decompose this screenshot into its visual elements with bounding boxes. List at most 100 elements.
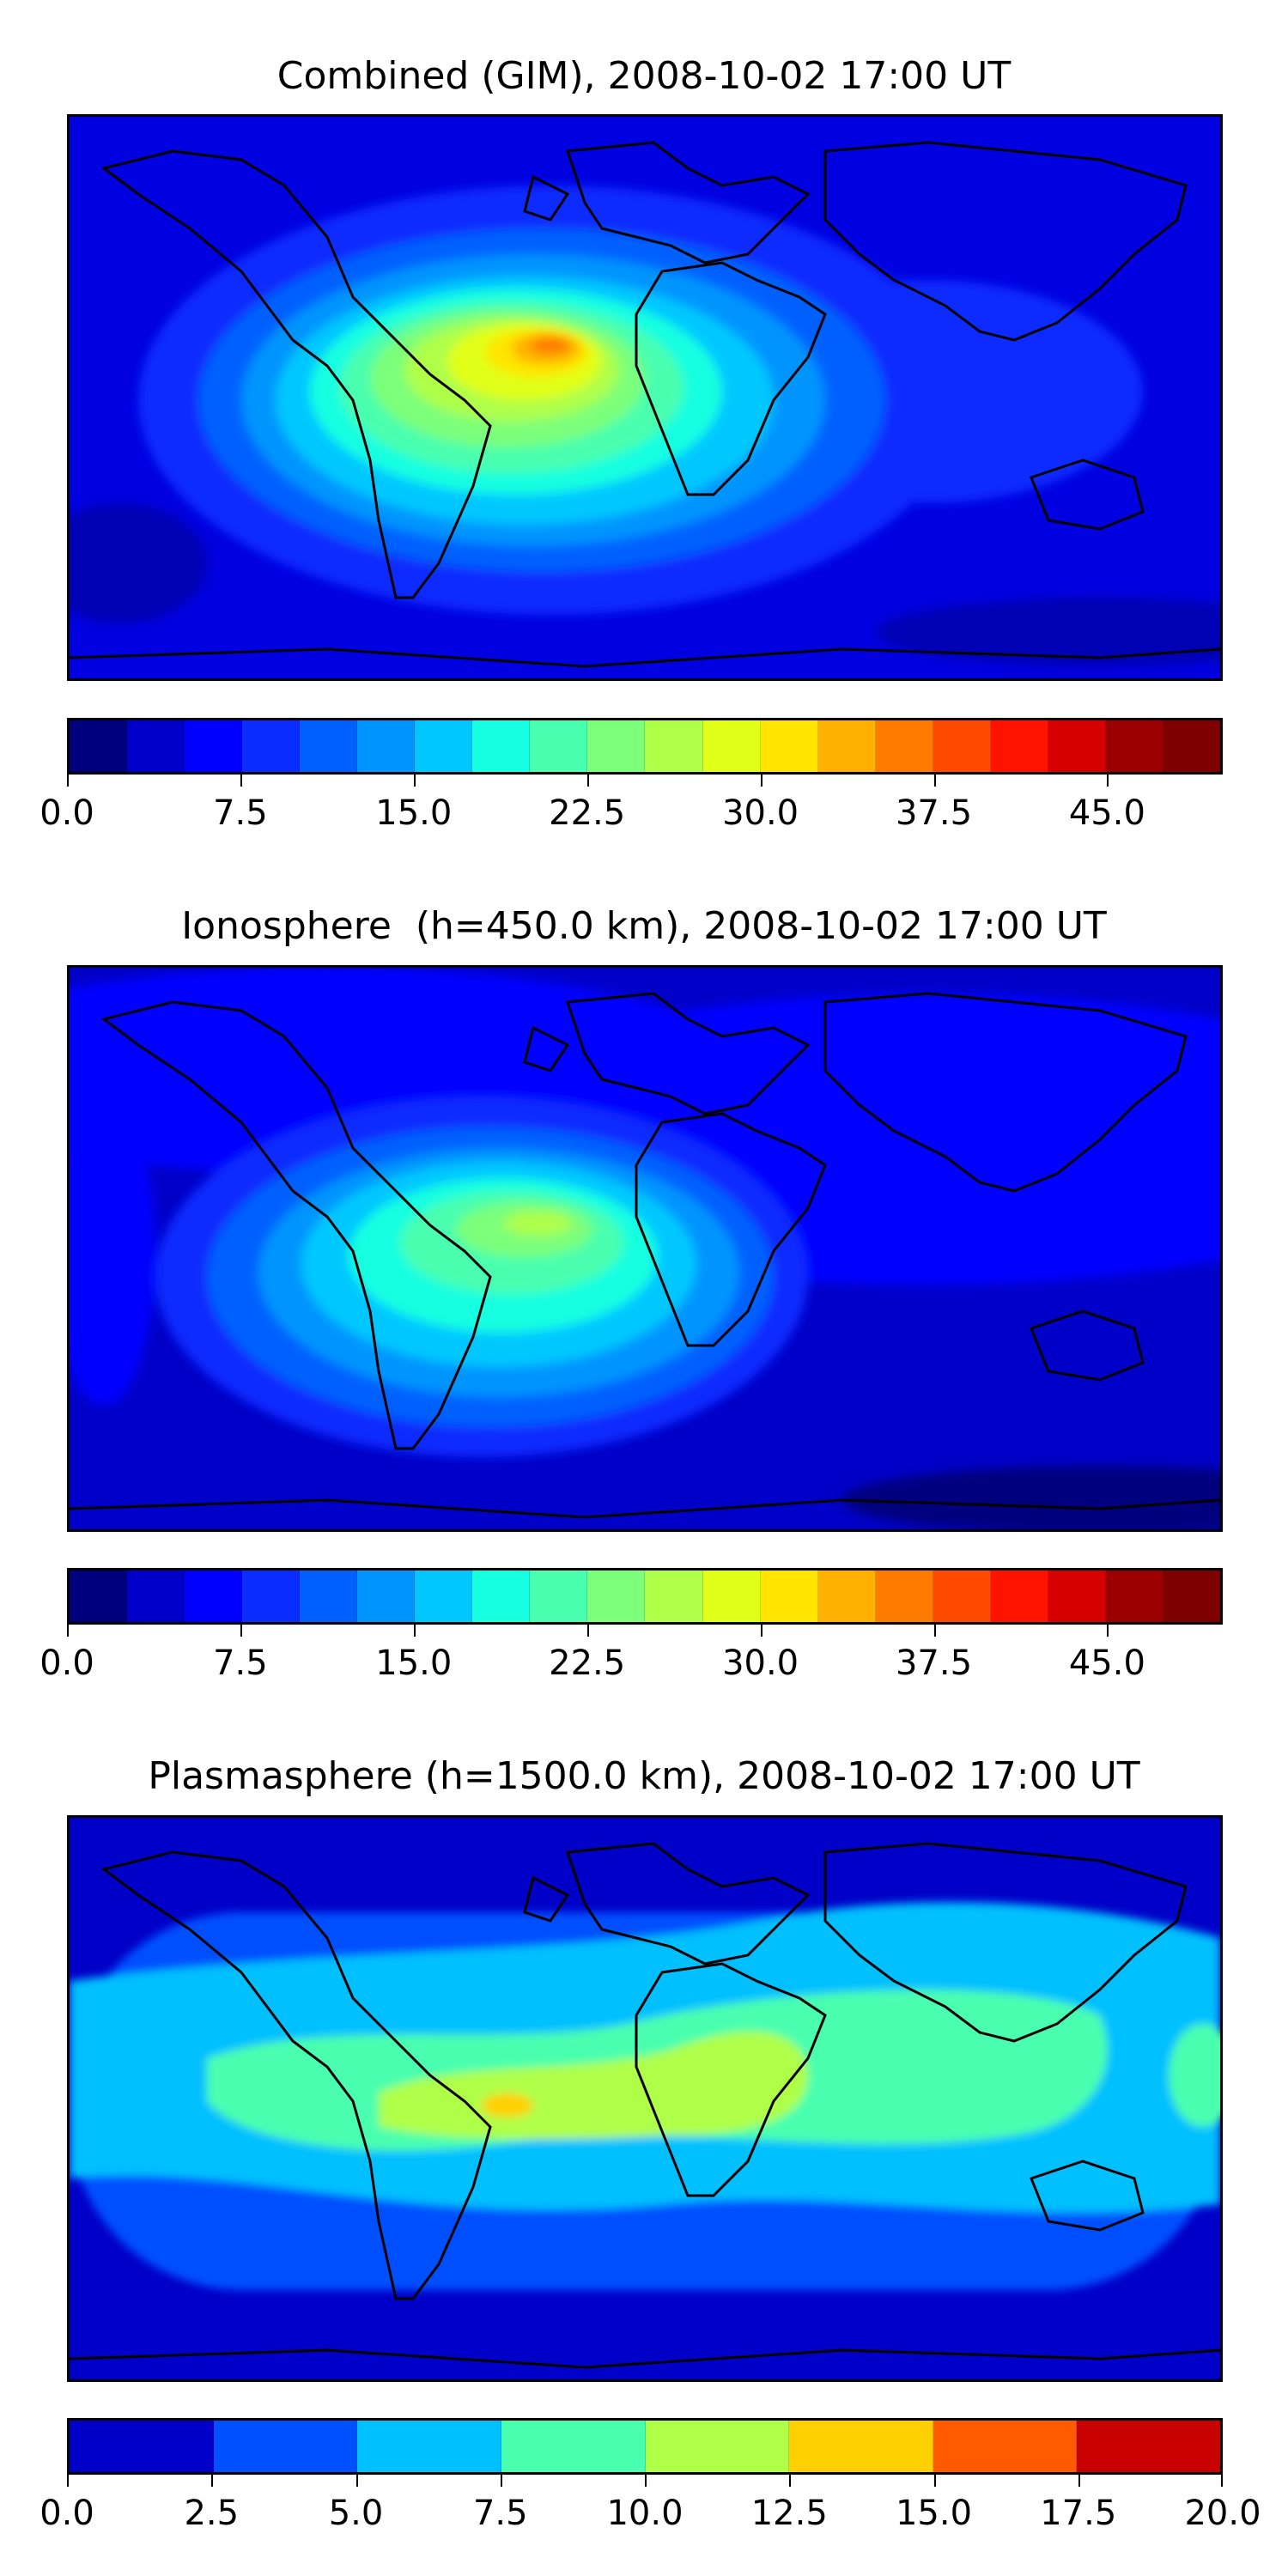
colorbar-segment	[1048, 1571, 1106, 1622]
colorbar-segment	[760, 1571, 818, 1622]
map-plasmasphere	[67, 1815, 1223, 2382]
colorbar-tick-label: 0.0	[39, 2494, 94, 2533]
colorbar-segment	[933, 2421, 1078, 2472]
colorbar-segment	[933, 1571, 991, 1622]
colorbar-tick	[67, 2475, 69, 2487]
colorbar-combined	[67, 718, 1223, 775]
colorbar-segment	[1105, 1571, 1163, 1622]
colorbar-tick	[1107, 1625, 1109, 1637]
colorbar-tick	[645, 2475, 647, 2487]
colorbar-segment	[645, 2421, 790, 2472]
tec-map-plasmasphere	[70, 1818, 1220, 2379]
colorbar-tick-label: 30.0	[722, 793, 799, 833]
colorbar-plasmasphere	[67, 2418, 1223, 2475]
colorbar-tick	[760, 775, 762, 787]
colorbar-segment	[760, 720, 818, 772]
colorbar-segment	[415, 720, 473, 772]
colorbar-segment	[875, 1571, 933, 1622]
colorbar-tick-label: 0.0	[39, 1643, 94, 1683]
colorbar-segment	[1048, 720, 1106, 772]
colorbar-segment	[242, 1571, 301, 1622]
colorbar-segment	[817, 1571, 876, 1622]
colorbar-tick	[760, 1625, 762, 1637]
colorbar-tick-label: 0.0	[39, 793, 94, 833]
colorbar-segment	[990, 1571, 1048, 1622]
colorbar-segment	[300, 720, 358, 772]
colorbar-segment	[702, 720, 761, 772]
colorbar-tick-label: 10.0	[606, 2494, 683, 2533]
colorbar-segment	[127, 720, 185, 772]
colorbar-segment	[415, 1571, 473, 1622]
tec-map-ionosphere	[70, 968, 1220, 1529]
colorbar-tick	[240, 1625, 242, 1637]
colorbar-segment	[300, 1571, 358, 1622]
colorbar-segment	[1077, 2421, 1220, 2472]
colorbar-tick-label: 37.5	[895, 1643, 973, 1683]
map-combined	[67, 114, 1223, 681]
colorbar-segment	[530, 720, 588, 772]
colorbar-segment	[501, 2421, 646, 2472]
colorbar-tick-label: 37.5	[895, 793, 973, 833]
colorbar-ticks-ionosphere: 0.0 7.5 15.0 22.5 30.0 37.5 45.0	[39, 1625, 1223, 1685]
colorbar-segment	[645, 720, 703, 772]
colorbar-tick	[933, 2475, 936, 2487]
colorbar-segment	[1105, 720, 1163, 772]
colorbar-ticks-plasmasphere: 0.0 2.5 5.0 7.5 10.0 12.5 15.0 17.5 20.0	[39, 2475, 1261, 2535]
colorbar-segment	[185, 1571, 243, 1622]
panel-title-ionosphere: Ionosphere (h=450.0 km), 2008-10-02 17:0…	[181, 904, 1107, 948]
colorbar-segment	[587, 720, 646, 772]
colorbar-tick-label: 17.5	[1040, 2494, 1117, 2533]
colorbar-segment	[1163, 1571, 1220, 1622]
colorbar-tick-label: 22.5	[549, 793, 626, 833]
colorbar-tick-label: 7.5	[213, 1643, 268, 1683]
colorbar-tick	[586, 1625, 589, 1637]
colorbar-tick	[933, 775, 936, 787]
colorbar-tick	[413, 1625, 416, 1637]
colorbar-segment	[587, 1571, 646, 1622]
colorbar-tick	[67, 1625, 69, 1637]
colorbar-segment	[1163, 720, 1220, 772]
colorbar-segment	[472, 720, 531, 772]
colorbar-ionosphere	[67, 1568, 1223, 1625]
colorbar-segment	[242, 720, 301, 772]
coastlines	[70, 1842, 1220, 2369]
tec-map-combined	[70, 117, 1220, 678]
colorbar-tick	[789, 2475, 792, 2487]
colorbar-tick	[211, 2475, 214, 2487]
colorbar-segment	[875, 720, 933, 772]
colorbar-segment	[127, 1571, 185, 1622]
colorbar-tick-label: 7.5	[213, 793, 268, 833]
colorbar-tick	[355, 2475, 358, 2487]
colorbar-segment	[70, 2421, 214, 2472]
colorbar-tick-label: 20.0	[1184, 2494, 1261, 2533]
colorbar-tick	[1078, 2475, 1080, 2487]
colorbar-segment	[817, 720, 876, 772]
colorbar-tick-label: 45.0	[1068, 1643, 1145, 1683]
coastlines	[70, 992, 1220, 1519]
coastlines	[70, 141, 1220, 668]
colorbar-segment	[933, 720, 991, 772]
colorbar-segment	[645, 1571, 703, 1622]
colorbar-segment	[357, 2421, 501, 2472]
colorbar-tick-label: 5.0	[328, 2494, 384, 2533]
colorbar-segment	[530, 1571, 588, 1622]
colorbar-tick-label: 30.0	[722, 1643, 799, 1683]
colorbar-tick-label: 2.5	[184, 2494, 240, 2533]
colorbar-segment	[213, 2421, 358, 2472]
map-ionosphere	[67, 965, 1223, 1532]
colorbar-tick	[1107, 775, 1109, 787]
colorbar-segment	[357, 1571, 416, 1622]
colorbar-segment	[702, 1571, 761, 1622]
colorbar-tick	[933, 1625, 936, 1637]
colorbar-tick-label: 15.0	[375, 1643, 453, 1683]
colorbar-tick-label: 7.5	[472, 2494, 528, 2533]
colorbar-tick-label: 15.0	[895, 2494, 973, 2533]
panel-title-combined: Combined (GIM), 2008-10-02 17:00 UT	[276, 54, 1012, 98]
colorbar-segment	[185, 720, 243, 772]
colorbar-tick	[586, 775, 589, 787]
colorbar-tick-label: 12.5	[750, 2494, 828, 2533]
colorbar-tick	[67, 775, 69, 787]
colorbar-tick	[413, 775, 416, 787]
colorbar-tick-label: 15.0	[375, 793, 453, 833]
colorbar-tick	[240, 775, 242, 787]
